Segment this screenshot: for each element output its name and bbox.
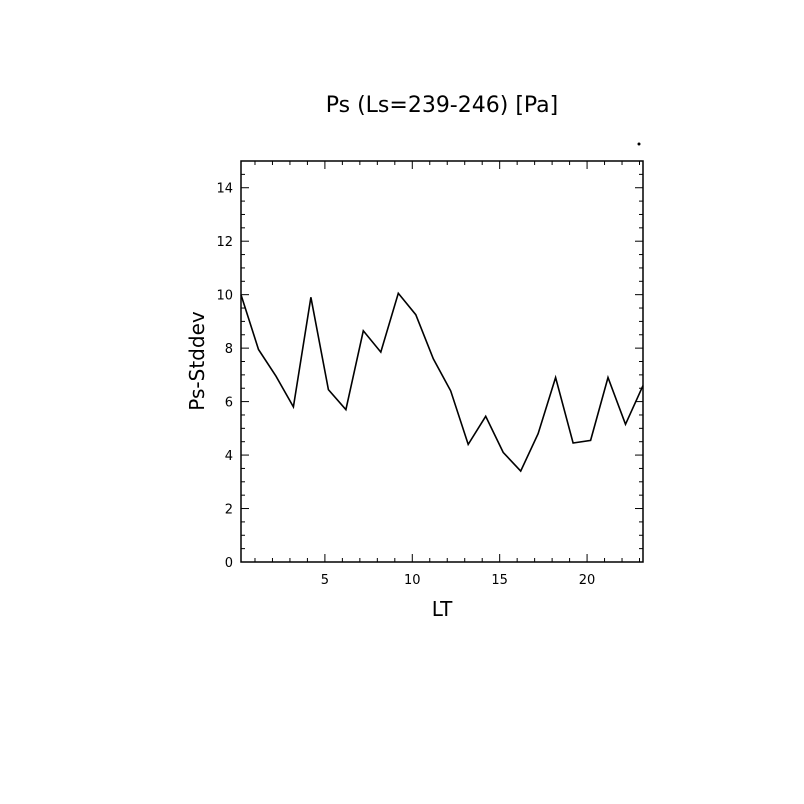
y-tick-label: 2: [225, 503, 233, 518]
y-tick-label: 10: [216, 289, 233, 304]
axis-ticks: [241, 160, 643, 563]
y-tick-label: 6: [225, 396, 233, 411]
x-tick-label: 10: [404, 573, 421, 588]
y-axis-label: Ps-Stddev: [185, 311, 209, 411]
x-tick-label: 20: [579, 573, 596, 588]
tick-labels: 0 2 4 6 8 10 12 14 5 10 15 20: [216, 182, 595, 588]
x-tick-label: 15: [491, 573, 508, 588]
x-axis-label: LT: [432, 597, 453, 621]
x-tick-label: 5: [321, 573, 329, 588]
y-tick-label: 4: [225, 449, 233, 464]
y-tick-label: 8: [225, 342, 233, 357]
y-tick-label: 14: [216, 182, 233, 197]
corner-dot: [637, 142, 641, 146]
y-tick-label: 12: [216, 235, 233, 250]
y-tick-label: 0: [225, 556, 233, 571]
chart-title: Ps (Ls=239-246) [Pa]: [326, 93, 559, 118]
series-line: [240, 291, 644, 473]
